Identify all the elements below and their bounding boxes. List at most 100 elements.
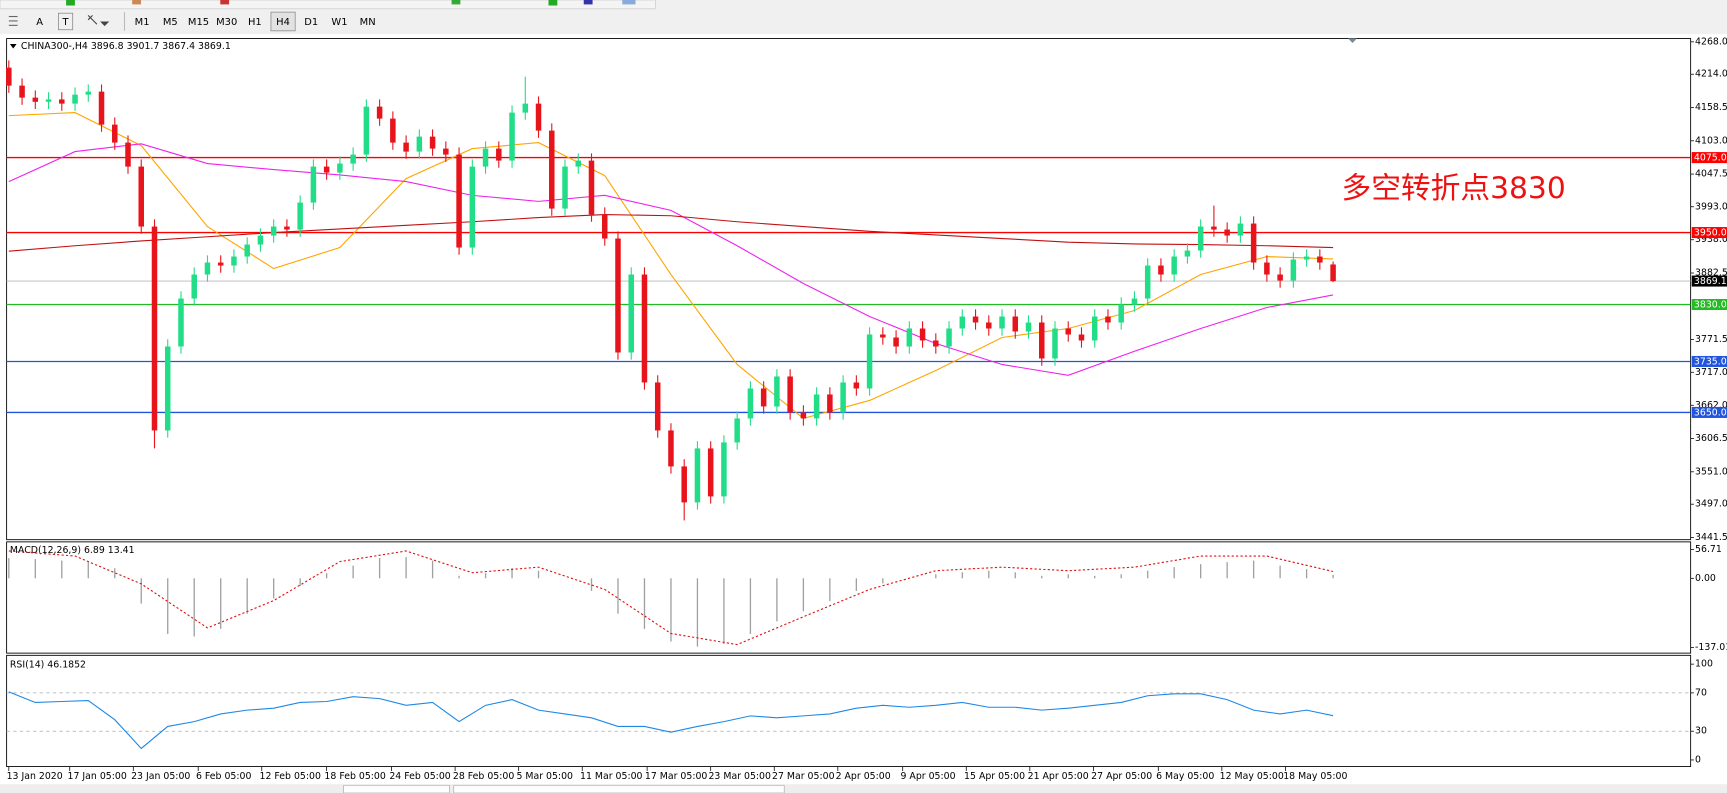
candle-body	[1237, 223, 1244, 236]
toolbar-icon[interactable]	[583, 0, 593, 5]
timeframe-button[interactable]: M5	[163, 17, 178, 28]
x-tick-label: 17 Jan 05:00	[68, 771, 127, 782]
candle-body	[429, 136, 436, 149]
chart-tab[interactable]	[453, 784, 785, 793]
y-tick-label: 3606.5	[1695, 433, 1727, 444]
timeframe-button[interactable]: M30	[216, 17, 237, 28]
x-tick-label: 18 Feb 05:00	[324, 771, 385, 782]
level-label: 4075.0	[1694, 153, 1727, 164]
y-tick-label: 0.00	[1695, 573, 1716, 584]
x-tick-label: 6 May 05:00	[1156, 771, 1214, 782]
candle-body	[509, 112, 515, 161]
candle-body	[827, 394, 833, 413]
candle-body	[986, 322, 992, 329]
candle-body	[45, 99, 52, 102]
tool-label[interactable]: T	[62, 17, 70, 28]
timeframe-button[interactable]: MN	[360, 17, 376, 28]
tab-strip	[0, 784, 1727, 793]
candle-body	[1197, 226, 1204, 251]
timeframe-button[interactable]: D1	[304, 17, 318, 28]
candle-body	[98, 91, 105, 125]
level-label: 3735.0	[1694, 357, 1727, 368]
toolbar-icon[interactable]	[220, 0, 230, 5]
candle-body	[906, 328, 913, 347]
candle-body	[403, 142, 409, 152]
text-tool-box[interactable]	[57, 12, 74, 31]
timeframe-button[interactable]: W1	[331, 17, 347, 28]
y-tick-label: 3497.0	[1695, 499, 1727, 510]
candle-body	[1118, 304, 1124, 323]
timeframe-button[interactable]: H1	[248, 17, 262, 28]
candle-body	[1091, 316, 1098, 341]
y-tick-label: 3662.0	[1695, 400, 1727, 411]
candle-body	[1052, 328, 1058, 359]
candle-body	[191, 274, 197, 299]
y-tick-label: 4214.0	[1695, 69, 1727, 80]
tool-icon[interactable]	[87, 15, 110, 27]
candle-body	[310, 166, 317, 203]
candle-body	[257, 235, 264, 245]
candle-body	[1264, 262, 1270, 275]
candle-body	[866, 334, 873, 389]
candle-body	[204, 262, 211, 275]
candle-body	[1025, 322, 1032, 332]
candle-body	[522, 103, 529, 113]
toolbar-icon[interactable]	[66, 0, 75, 6]
x-tick-label: 27 Apr 05:00	[1091, 771, 1152, 782]
candle-body	[1131, 298, 1138, 305]
y-tick-label: 3771.5	[1695, 334, 1727, 345]
y-tick-label: 30	[1695, 726, 1707, 737]
candle-body	[774, 376, 780, 407]
candle-body	[112, 124, 118, 143]
candle-body	[496, 148, 502, 161]
x-tick-label: 28 Feb 05:00	[453, 771, 514, 782]
candle-body	[535, 103, 542, 131]
timeframe-button[interactable]: M15	[188, 17, 209, 28]
x-tick-label: 6 Feb 05:00	[196, 771, 251, 782]
toolbar-icon[interactable]	[451, 0, 461, 5]
candle-body	[1250, 223, 1257, 263]
toolbar-icon[interactable]	[548, 0, 558, 6]
rsi-title: RSI(14) 46.1852	[10, 660, 86, 671]
candle-body	[59, 99, 65, 104]
y-tick-label: 100	[1695, 659, 1713, 670]
y-tick-label: 4268.0	[1695, 36, 1727, 47]
candle-body	[549, 130, 555, 209]
candle-body	[443, 148, 449, 155]
candle-body	[721, 442, 727, 497]
main-panel-frame	[6, 38, 1692, 541]
y-tick-label: 3717.0	[1695, 367, 1727, 378]
candle-body	[747, 388, 754, 419]
candle-body	[231, 256, 237, 266]
rsi-line	[8, 691, 1334, 750]
level-label-bg	[1691, 275, 1727, 287]
toolbar-icon[interactable]	[132, 0, 141, 5]
timeframe-button[interactable]: H4	[276, 17, 290, 28]
candle-body	[760, 388, 767, 407]
y-tick-label: 0	[1695, 754, 1701, 765]
rsi-panel-frame	[6, 654, 1692, 768]
level-label: 3950.0	[1694, 228, 1727, 239]
macd-panel-frame	[6, 541, 1692, 654]
candle-body	[6, 67, 12, 86]
candle-body	[323, 166, 330, 173]
chart-layer: 4268.0 4214.0 4158.5 4103.0 4047.5 3993.0 3938…	[6, 36, 1727, 782]
candle-body	[933, 340, 939, 347]
toolbar-icon[interactable]	[622, 0, 636, 5]
chart-shift-marker[interactable]	[1348, 38, 1357, 43]
x-tick-label: 23 Mar 05:00	[708, 771, 771, 782]
chart-tab[interactable]	[343, 784, 450, 793]
x-tick-label: 13 Jan 2020	[7, 771, 63, 782]
candle-body	[1065, 328, 1071, 335]
tool-label[interactable]: A	[36, 17, 43, 28]
candle-body	[217, 262, 224, 266]
candle-body	[1317, 256, 1323, 263]
candle-body	[151, 226, 158, 431]
candle-body	[350, 154, 356, 164]
chart-title: CHINA300-,H4 3896.8 3901.7 3867.4 3869.1	[21, 41, 231, 52]
candle-body	[1303, 256, 1310, 260]
timeframe-button[interactable]: M1	[135, 17, 150, 28]
level-label-bg	[1691, 152, 1727, 164]
candle-body	[297, 202, 303, 230]
candle-body	[681, 466, 687, 503]
